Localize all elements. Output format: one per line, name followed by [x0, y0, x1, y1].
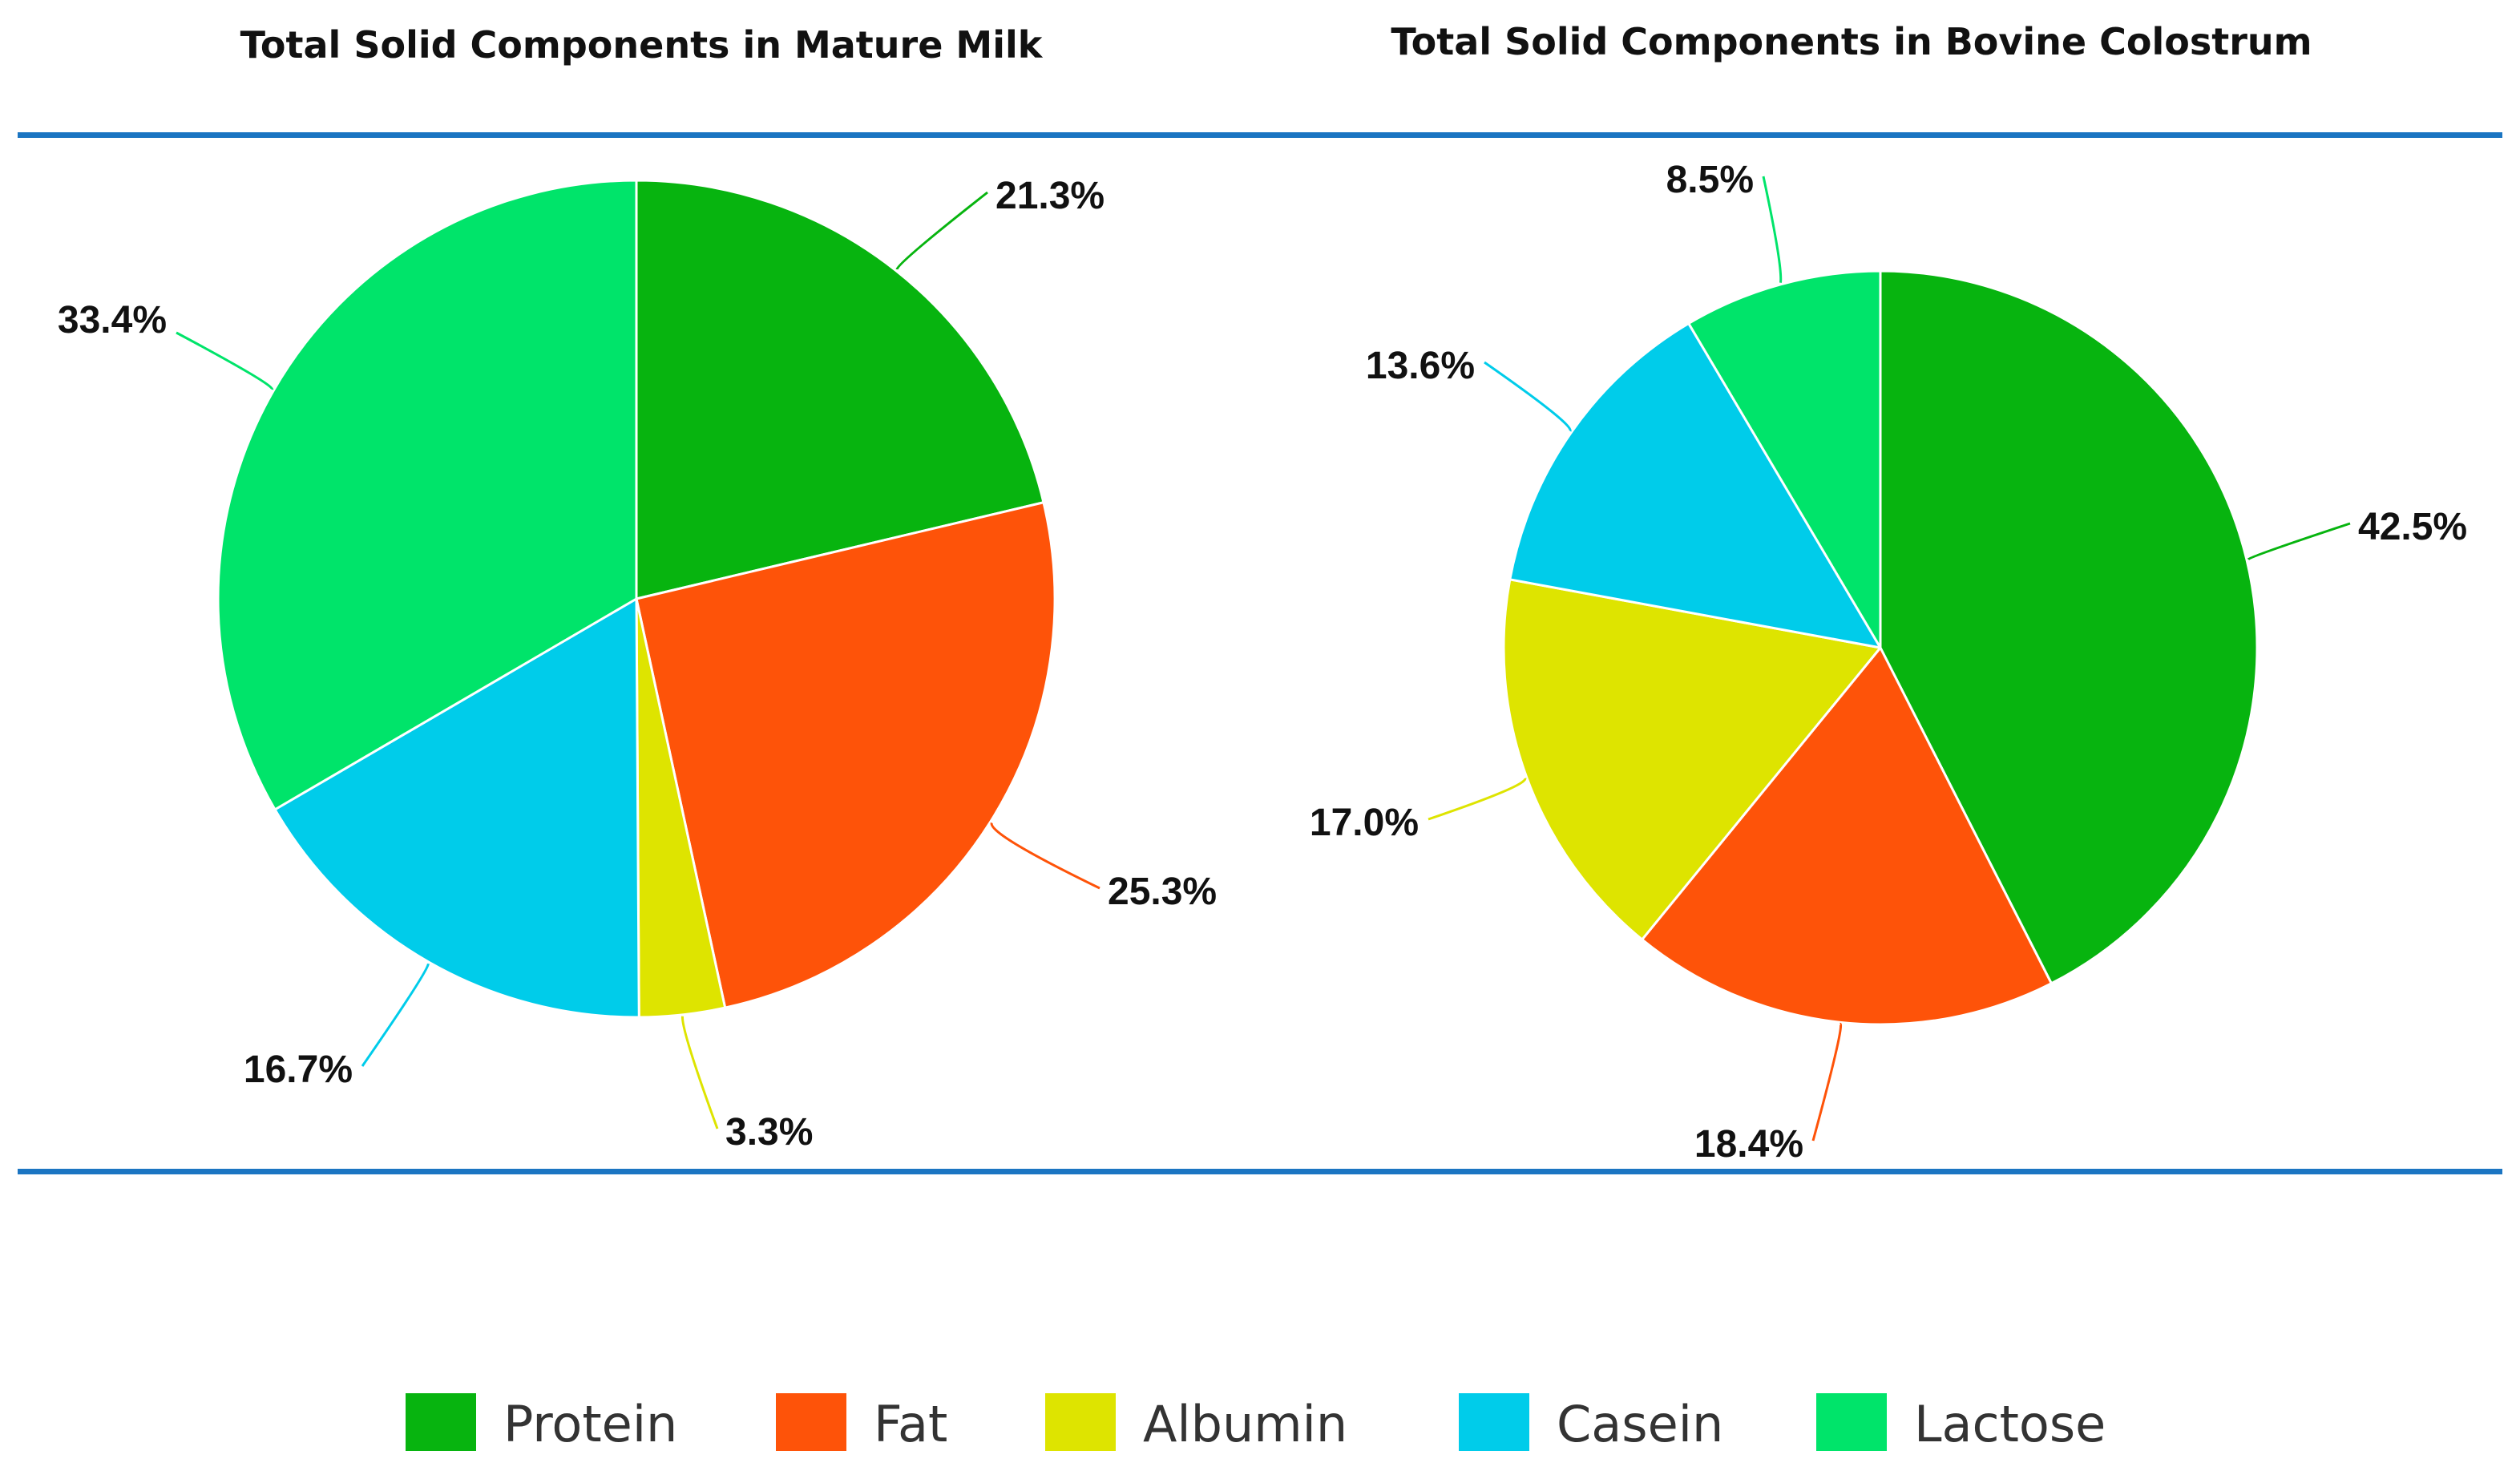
- data-label-albumin-bovine-colostrum: 17.0%: [1310, 802, 1419, 844]
- data-label-lactose-mature-milk: 33.4%: [58, 299, 167, 341]
- data-label-casein-mature-milk: 16.7%: [244, 1049, 353, 1091]
- legend-swatch-casein: [1459, 1393, 1529, 1451]
- leader-line-fat-mature-milk: [990, 822, 1100, 890]
- data-label-albumin-mature-milk: 3.3%: [725, 1111, 813, 1154]
- pie-chart-mature-milk: 21.3% 25.3% 3.3% 16.7% 33.4%: [58, 175, 1217, 1154]
- leader-line-casein-mature-milk: [361, 963, 430, 1067]
- legend-label-lactose: Lactose: [1914, 1395, 2106, 1453]
- pie-chart-bovine-colostrum: 42.5% 18.4% 17.0% 13.6% 8.5%: [1310, 159, 2467, 1166]
- data-label-fat-mature-milk: 25.3%: [1108, 871, 1217, 913]
- legend-label-albumin: Albumin: [1143, 1395, 1347, 1453]
- top-divider: [18, 132, 2502, 138]
- data-label-casein-bovine-colostrum: 13.6%: [1366, 345, 1475, 387]
- legend-swatch-albumin: [1045, 1393, 1116, 1451]
- pie-slice-protein-mature-milk: [635, 179, 1045, 600]
- pie-slice-lactose-mature-milk: [216, 179, 638, 811]
- leader-line-albumin-bovine-colostrum: [1428, 778, 1527, 821]
- leader-line-protein-bovine-colostrum: [2247, 522, 2351, 561]
- legend-label-protein: Protein: [503, 1395, 677, 1453]
- chart-title-bovine-colostrum: Total Solid Components in Bovine Colostr…: [1391, 20, 2312, 63]
- pie-slice-lactose-bovine-colostrum: [1687, 269, 1882, 649]
- pie-slice-albumin-bovine-colostrum: [1502, 578, 1882, 941]
- legend-swatch-lactose: [1816, 1393, 1887, 1451]
- leader-line-lactose-mature-milk: [176, 331, 274, 391]
- leader-line-protein-mature-milk: [895, 191, 988, 270]
- data-label-protein-mature-milk: 21.3%: [995, 175, 1105, 217]
- pie-slice-protein-bovine-colostrum: [1879, 269, 2259, 985]
- legend-label-fat: Fat: [874, 1395, 947, 1453]
- data-label-lactose-bovine-colostrum: 8.5%: [1666, 159, 1754, 201]
- data-label-protein-bovine-colostrum: 42.5%: [2358, 506, 2467, 548]
- legend-swatch-fat: [776, 1393, 846, 1451]
- bottom-divider: [18, 1169, 2502, 1174]
- leader-line-albumin-mature-milk: [680, 1016, 719, 1129]
- legend: Protein Fat Albumin Casein Lactose: [406, 1393, 2106, 1453]
- leader-line-casein-bovine-colostrum: [1484, 361, 1572, 432]
- leader-line-fat-bovine-colostrum: [1811, 1022, 1843, 1142]
- legend-label-casein: Casein: [1557, 1395, 1723, 1453]
- legend-swatch-protein: [406, 1393, 476, 1451]
- pie-slice-casein-mature-milk: [273, 597, 640, 1019]
- pie-slice-fat-mature-milk: [635, 501, 1056, 1009]
- data-label-fat-bovine-colostrum: 18.4%: [1694, 1123, 1803, 1166]
- pie-slice-casein-bovine-colostrum: [1508, 321, 1882, 649]
- leader-line-lactose-bovine-colostrum: [1762, 176, 1783, 283]
- pie-slice-fat-bovine-colostrum: [1641, 646, 2053, 1026]
- chart-title-mature-milk: Total Solid Components in Mature Milk: [240, 23, 1044, 67]
